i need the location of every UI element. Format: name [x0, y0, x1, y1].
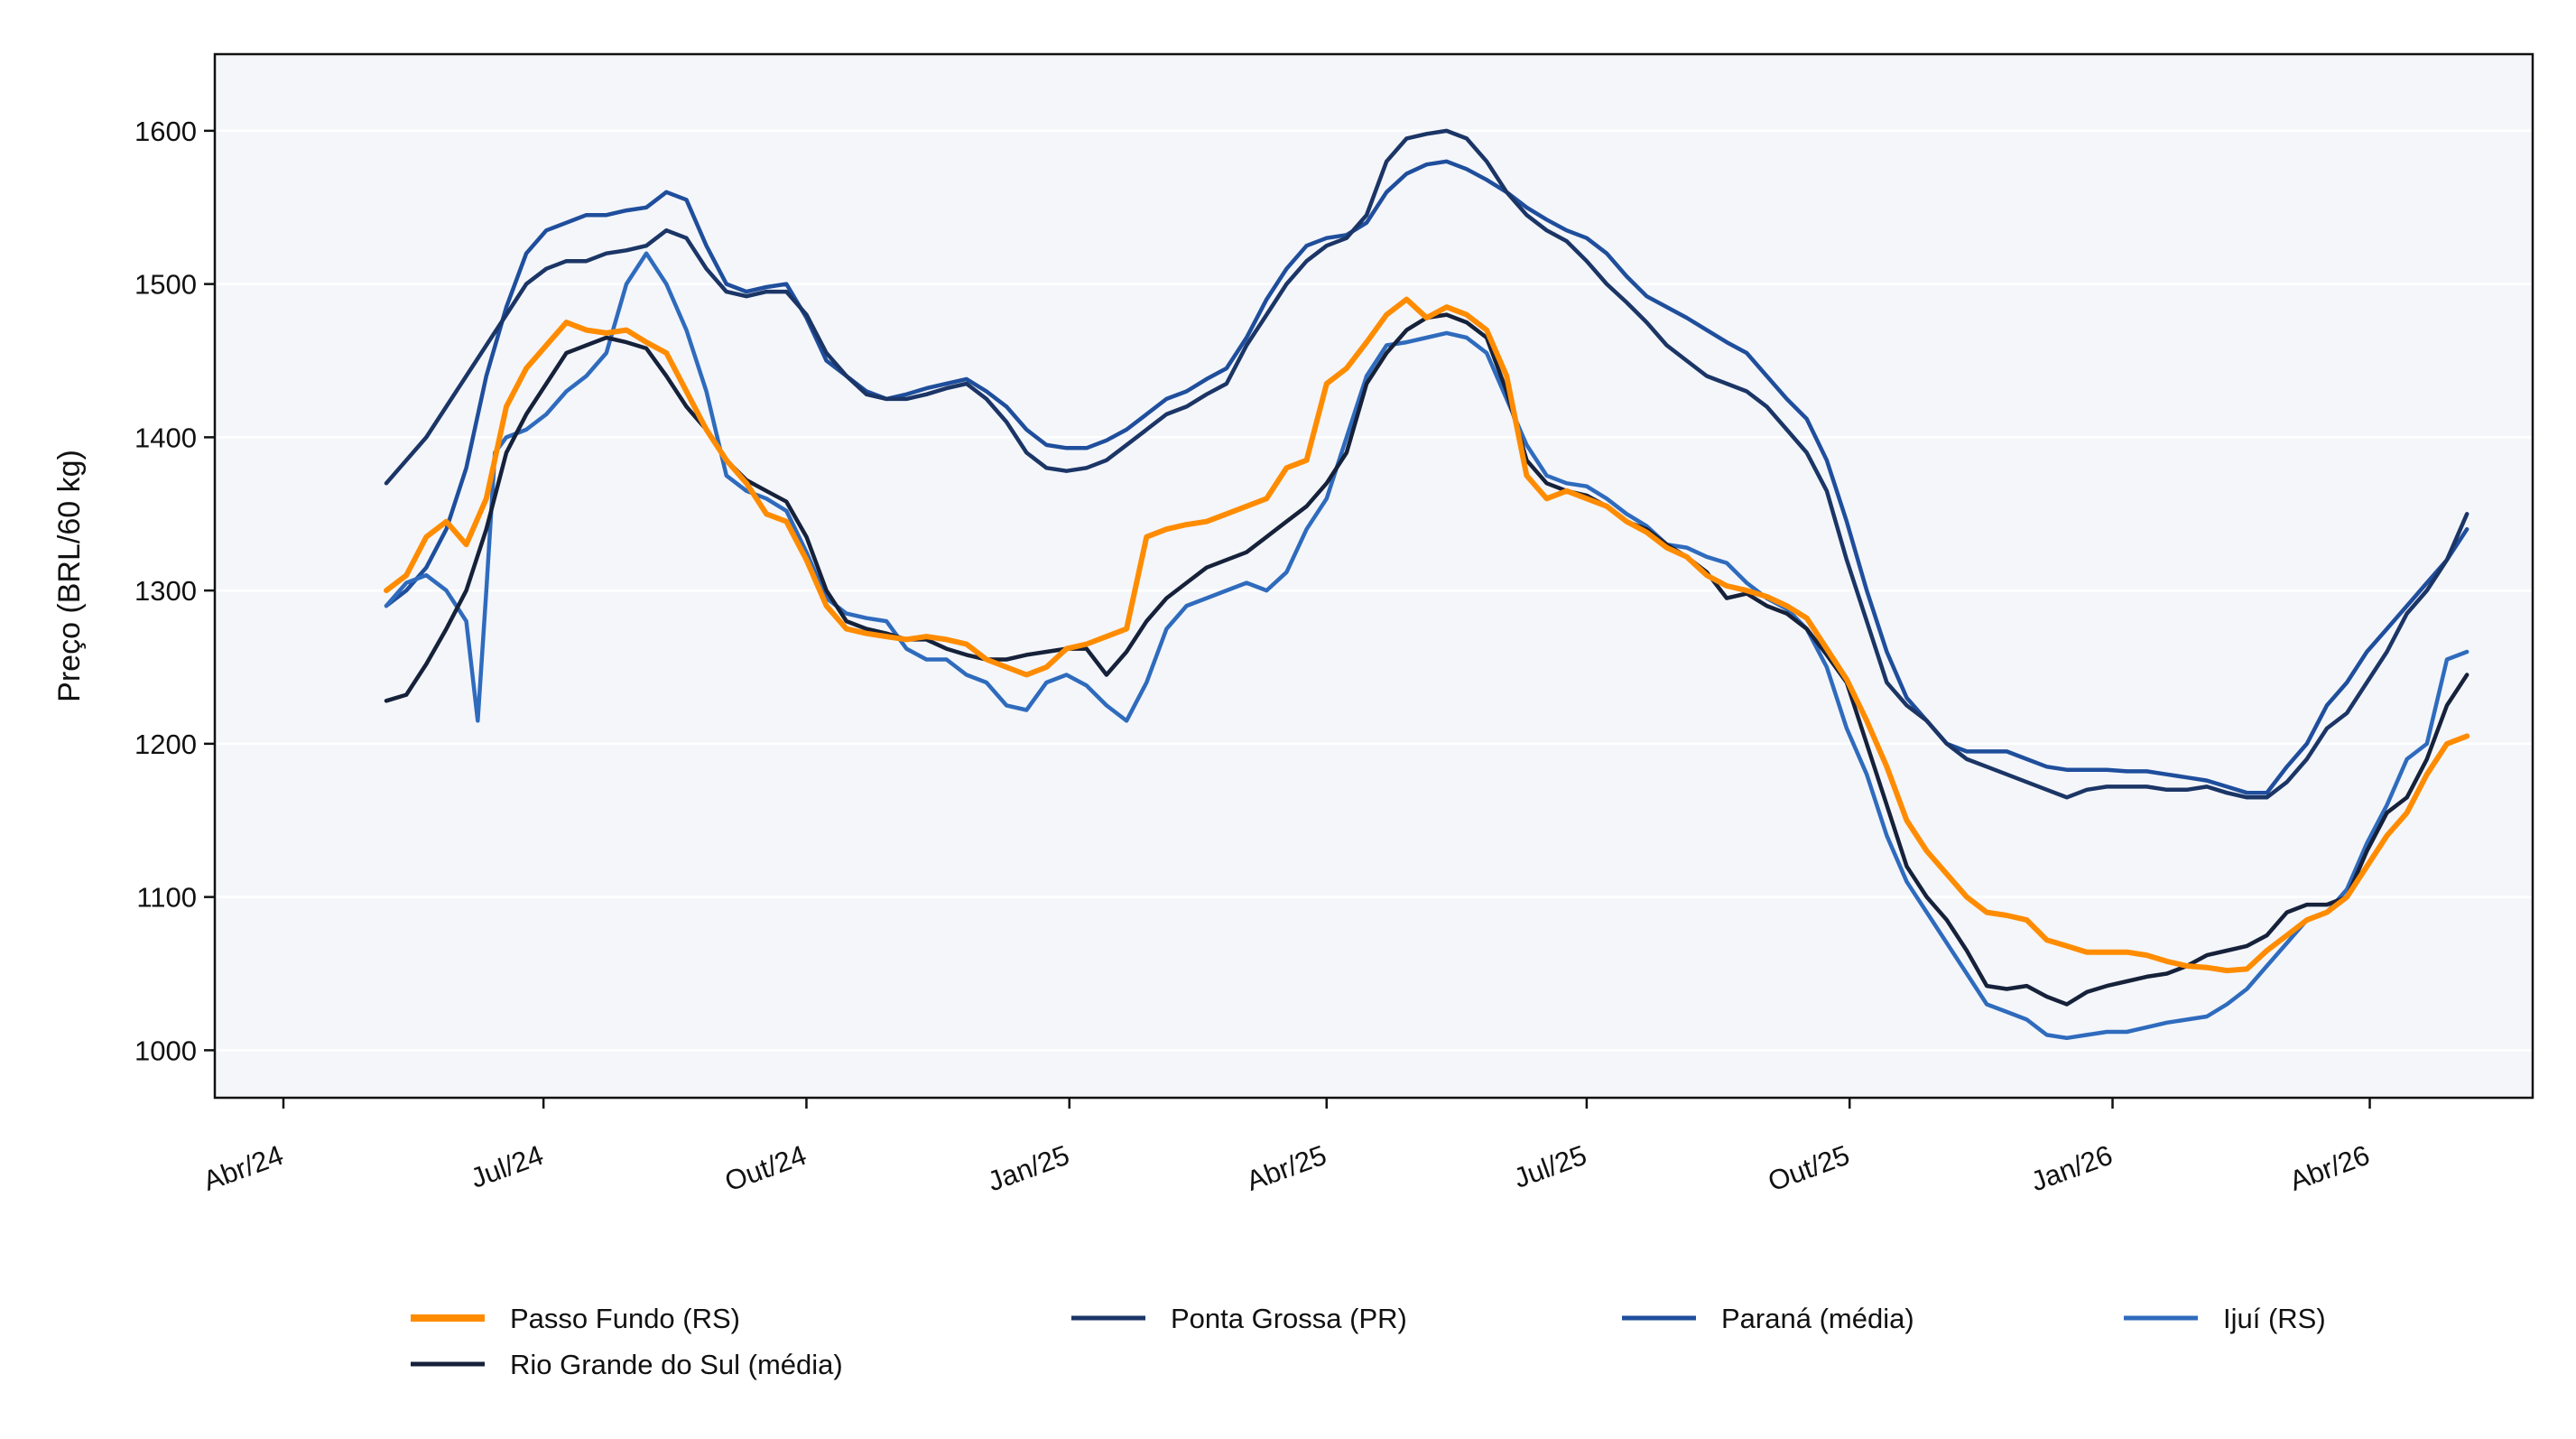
legend-label: Ijuí (RS) [2223, 1303, 2326, 1334]
legend-label: Ponta Grossa (PR) [1171, 1303, 1407, 1334]
y-tick-label: 1400 [134, 422, 197, 453]
legend-label: Rio Grande do Sul (média) [510, 1349, 843, 1380]
legend-item: Ponta Grossa (PR) [1071, 1303, 1407, 1334]
grid-lines [215, 129, 2533, 1052]
y-tick-label: 1200 [134, 729, 197, 760]
x-tick-label: Abr/24 [199, 1139, 288, 1197]
series-line-0 [384, 296, 2470, 974]
y-tick-label: 1300 [134, 575, 197, 607]
x-tick-label: Jan/26 [2026, 1139, 2116, 1198]
legend: Passo Fundo (RS) Rio Grande do Sul (média… [411, 1303, 2326, 1380]
x-tick-label: Jul/24 [467, 1139, 548, 1194]
x-tick-label: Abr/26 [2285, 1139, 2374, 1197]
legend-item: Passo Fundo (RS) [411, 1303, 740, 1334]
series-line-2 [384, 128, 2469, 800]
series-line-3 [384, 159, 2469, 795]
plot-frame [213, 52, 2534, 1100]
series-line-4 [384, 251, 2469, 1041]
legend-item: Ijuí (RS) [2124, 1303, 2326, 1334]
x-tick-label: Out/25 [1764, 1139, 1853, 1198]
legend-item: Paraná (média) [1622, 1303, 1914, 1334]
y-tick-label: 1000 [134, 1035, 197, 1066]
x-axis: Abr/24 Jul/24 Out/24 Jan/25 Abr/25 Jul/25 Out/… [199, 1098, 2374, 1197]
y-tick-label: 1100 [136, 882, 197, 914]
y-tick-label: 1500 [134, 269, 197, 301]
x-tick-label: Jul/25 [1510, 1139, 1591, 1194]
plot-background [215, 54, 2533, 1098]
legend-label: Passo Fundo (RS) [510, 1303, 740, 1334]
series-lines [384, 128, 2470, 1041]
y-axis: 1000 1100 1200 1300 1400 1500 1600 [134, 116, 215, 1066]
x-tick-label: Out/24 [720, 1139, 810, 1198]
y-tick-label: 1600 [134, 116, 197, 147]
legend-item: Rio Grande do Sul (média) [411, 1349, 843, 1380]
x-tick-label: Abr/25 [1242, 1139, 1330, 1197]
x-tick-label: Jan/25 [984, 1139, 1073, 1198]
y-axis-title: Preço (BRL/60 kg) [52, 450, 87, 702]
legend-label: Paraná (média) [1721, 1303, 1914, 1334]
